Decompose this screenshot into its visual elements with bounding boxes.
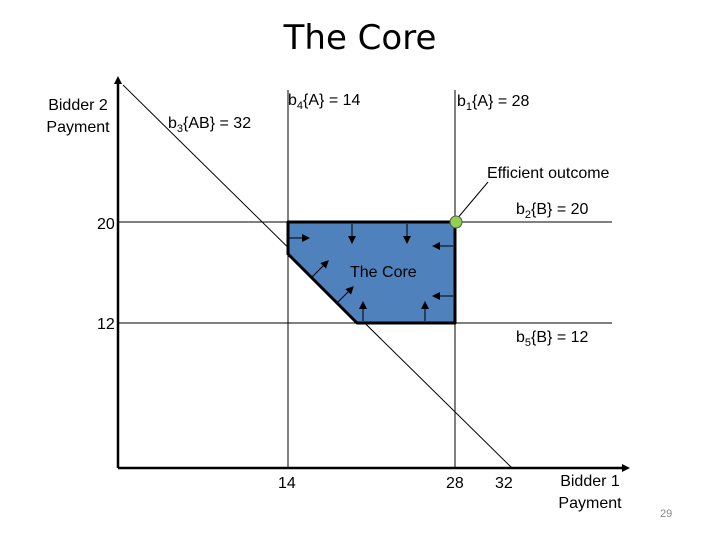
efficient-outcome-point [449,215,463,229]
b5-label: b5{B} = 12 [516,329,589,349]
y-axis-label-line1: Bidder 2 [48,97,108,114]
x-axis-label-line2: Payment [558,495,622,512]
core-region [286,220,457,325]
y-axis-label-line2: Payment [46,119,110,136]
y-tick-12: 12 [97,316,115,333]
slide-title: The Core [283,18,437,58]
page-number: 29 [660,508,673,520]
b2-label: b2{B} = 20 [516,201,589,221]
x-tick-32: 32 [495,475,513,492]
y-tick-20: 20 [97,216,115,233]
x-tick-14: 14 [278,475,296,492]
x-axis-label-line1: Bidder 1 [560,473,620,490]
efficient-outcome-label: Efficient outcome [487,165,610,182]
x-axis-label: Bidder 1 Payment [540,471,640,515]
b1-label: b1{A} = 28 [457,93,530,113]
x-tick-28: 28 [446,475,464,492]
core-arrow-diagonal-lower [336,286,354,304]
efficient-outcome-pointer [455,181,489,221]
y-axis-label: Bidder 2 Payment [28,95,128,139]
core-region-label: The Core [350,264,417,281]
core-arrow-diagonal-upper [311,260,329,278]
b4-label: b4{A} = 14 [288,92,361,112]
b3-label: b3{AB} = 32 [168,115,251,135]
